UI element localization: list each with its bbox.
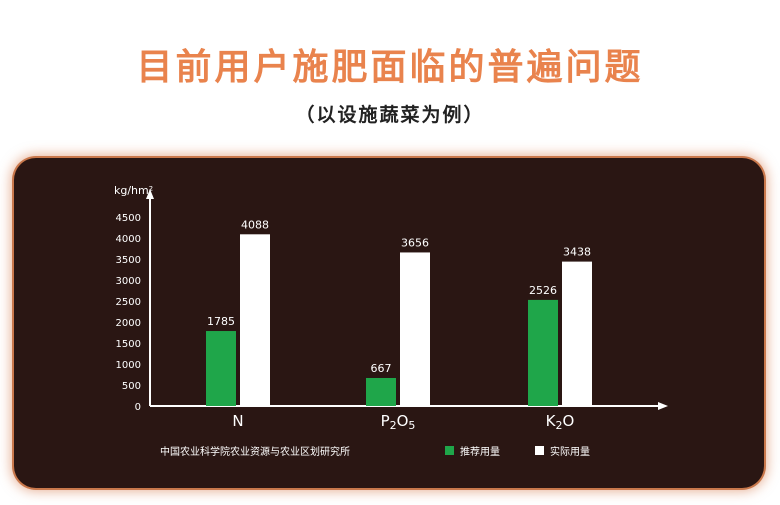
legend-swatch-recommended	[445, 446, 454, 455]
x-tick-label: N	[232, 412, 243, 430]
page-title: 目前用户施肥面临的普遍问题	[136, 47, 644, 88]
data-label: 2526	[529, 284, 557, 297]
legend-swatch-actual	[535, 446, 544, 455]
data-label: 1785	[207, 315, 235, 328]
bar-actual	[400, 252, 430, 406]
data-label: 3438	[563, 246, 591, 259]
source-text: 中国农业科学院农业资源与农业区划研究所	[160, 447, 350, 458]
y-tick-label: 2500	[116, 297, 141, 308]
legend-label-actual: 实际用量	[550, 447, 590, 458]
y-tick-label: 3000	[116, 276, 141, 287]
bar-recommended	[206, 331, 236, 406]
bar-actual	[562, 261, 592, 406]
bar-actual	[240, 234, 270, 406]
x-tick-label: P2O5	[381, 412, 416, 432]
y-axis-arrow	[146, 189, 154, 199]
y-tick-label: 3500	[116, 255, 141, 266]
legend-label-recommended: 推荐用量	[460, 447, 500, 458]
y-tick-label: 2000	[116, 318, 141, 329]
legend-recommended: 推荐用量	[445, 443, 500, 458]
y-tick-label: 1000	[116, 360, 141, 371]
y-tick-label: 500	[122, 381, 141, 392]
bar-recommended	[528, 299, 558, 406]
y-axis-label: kg/hm²	[114, 184, 153, 197]
x-tick-label: K2O	[546, 412, 575, 432]
y-tick-label: 4500	[116, 213, 141, 224]
x-axis-arrow	[658, 402, 668, 410]
y-tick-label: 4000	[116, 234, 141, 245]
data-label: 667	[371, 362, 392, 375]
legend-actual: 实际用量	[535, 443, 590, 458]
y-tick-label: 1500	[116, 339, 141, 350]
data-label: 4088	[241, 218, 269, 231]
bar-recommended	[366, 377, 396, 406]
chart-panel	[14, 158, 764, 488]
y-tick-label: 0	[135, 402, 141, 413]
page-subtitle: （以设施蔬菜为例）	[295, 104, 485, 126]
data-label: 3656	[401, 236, 429, 249]
